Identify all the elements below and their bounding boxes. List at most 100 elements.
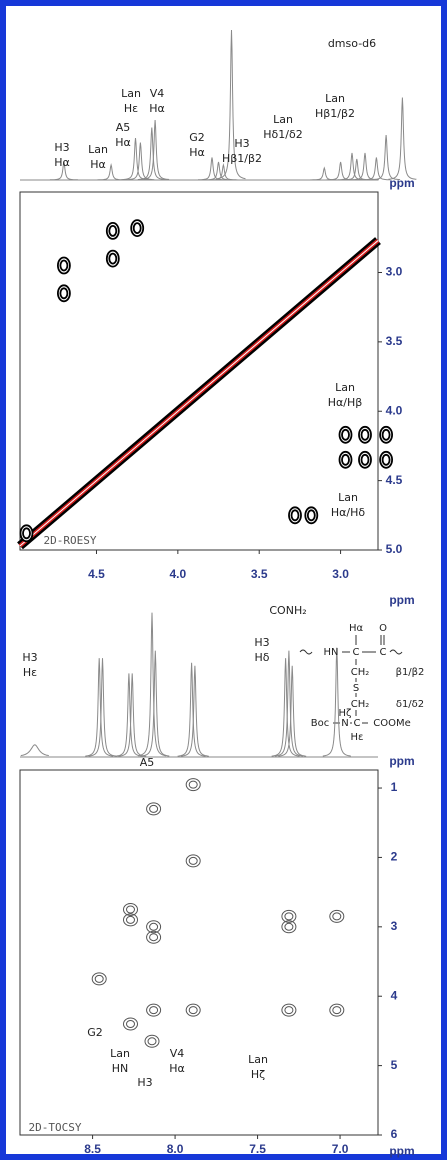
annotation: G2 bbox=[87, 1026, 103, 1039]
contour-ring bbox=[144, 1034, 160, 1048]
contour-ring bbox=[188, 856, 198, 865]
cross-peak bbox=[123, 1017, 138, 1031]
cross-peak bbox=[185, 1003, 201, 1017]
annotation: Hα bbox=[90, 158, 106, 171]
contour-ring bbox=[381, 453, 391, 466]
structure-label: δ1/δ2 bbox=[396, 699, 424, 710]
y-tick-label: 1 bbox=[391, 780, 398, 794]
cross-peak bbox=[146, 920, 162, 934]
spectrum-peak bbox=[274, 650, 303, 757]
structure-label: β1/β2 bbox=[396, 667, 425, 678]
annotation: Hα/Hβ bbox=[328, 396, 363, 409]
contour-ring bbox=[149, 933, 159, 942]
annotation: Hα bbox=[189, 146, 205, 159]
annotation: dmso-d6 bbox=[328, 37, 376, 50]
contour-ring bbox=[147, 1037, 157, 1046]
annotation: HN bbox=[112, 1062, 129, 1075]
spectrum-peak bbox=[217, 29, 246, 180]
spectrum-peak bbox=[141, 119, 170, 180]
annotation: Lan bbox=[110, 1047, 130, 1060]
spectrum-peak bbox=[141, 650, 170, 757]
annotation: Lan bbox=[273, 113, 293, 126]
structure-label: CH₂ bbox=[351, 667, 370, 678]
y-tick-label: 4.0 bbox=[386, 403, 403, 417]
y-tick-label: 6 bbox=[391, 1127, 398, 1141]
contour-ring bbox=[146, 1003, 162, 1017]
annotation: H3 bbox=[254, 636, 269, 649]
y-tick-label: 3.5 bbox=[386, 334, 403, 348]
spectrum-peak bbox=[177, 662, 206, 757]
y-tick-label: 3 bbox=[391, 919, 398, 933]
contour-ring bbox=[59, 287, 69, 300]
contour-ring bbox=[149, 804, 159, 813]
plot-frame bbox=[19, 191, 379, 551]
annotation: A5 bbox=[140, 756, 155, 769]
contour-ring bbox=[281, 920, 297, 934]
annotation: V4 bbox=[150, 87, 165, 100]
wavy-bond bbox=[299, 649, 313, 655]
annotation: 2D-TOCSY bbox=[29, 1121, 82, 1134]
annotation: Lan bbox=[88, 143, 108, 156]
contour-ring bbox=[185, 854, 201, 868]
cross-peak bbox=[338, 425, 353, 444]
cross-peak bbox=[91, 972, 107, 986]
spectrum-peak bbox=[137, 612, 167, 757]
diagonal-core bbox=[19, 240, 379, 547]
spectrum-peak bbox=[97, 163, 126, 181]
contour-ring bbox=[22, 527, 31, 540]
annotation: Lan bbox=[338, 491, 358, 504]
contour-ring bbox=[290, 509, 300, 522]
spectrum-peak bbox=[372, 134, 401, 181]
annotation: Hδ1/δ2 bbox=[263, 128, 302, 141]
structure-label: Boc bbox=[311, 718, 329, 729]
annotation: Lan bbox=[248, 1053, 268, 1066]
contour-ring bbox=[108, 252, 118, 265]
annotation: Hα bbox=[169, 1062, 185, 1075]
cross-peak bbox=[146, 930, 162, 944]
contour-ring bbox=[284, 922, 294, 931]
spectrum-peak bbox=[362, 157, 391, 181]
annotation: H3 bbox=[22, 651, 37, 664]
x-tick-label: 4.0 bbox=[170, 567, 187, 581]
x-tick-label: 3.0 bbox=[332, 567, 349, 581]
contour-ring bbox=[123, 913, 138, 927]
structure-label: C bbox=[354, 718, 361, 729]
spectrum-peak bbox=[126, 142, 155, 181]
axis-label: ppm bbox=[389, 1144, 414, 1158]
contour-ring bbox=[360, 428, 370, 441]
spectrum-peak bbox=[198, 157, 226, 181]
cross-peak bbox=[329, 909, 345, 923]
cross-peak bbox=[57, 256, 71, 275]
contour-ring bbox=[341, 428, 350, 441]
plot-frame bbox=[19, 769, 379, 1136]
contour-ring bbox=[94, 974, 104, 983]
spectrum-peak bbox=[88, 658, 117, 757]
annotation: Hα bbox=[115, 136, 131, 149]
contour-ring bbox=[381, 428, 391, 441]
cross-peak bbox=[329, 1003, 345, 1017]
annotation: Lan bbox=[121, 87, 141, 100]
contour-ring bbox=[123, 903, 138, 916]
contour-ring bbox=[341, 453, 350, 466]
spectrum-peak bbox=[85, 658, 114, 757]
structure-label: Hα bbox=[349, 623, 364, 634]
cross-peak bbox=[123, 913, 138, 927]
spectrum-peak bbox=[338, 152, 366, 181]
annotation: H3 bbox=[234, 137, 249, 150]
contour-ring bbox=[188, 1006, 198, 1015]
annotation: Hα bbox=[149, 102, 165, 115]
contour-ring bbox=[126, 1020, 135, 1028]
contour-ring bbox=[149, 1006, 159, 1015]
annotation: Lan bbox=[335, 381, 355, 394]
structure-label: HN bbox=[324, 647, 339, 658]
cross-peak bbox=[105, 221, 120, 240]
annotation: CONH₂ bbox=[269, 604, 306, 617]
y-tick-label: 2 bbox=[391, 850, 398, 864]
contour-ring bbox=[284, 912, 294, 921]
contour-ring bbox=[188, 780, 198, 789]
annotation: Lan bbox=[325, 92, 345, 105]
cross-peak bbox=[123, 903, 138, 916]
structure-label: C bbox=[353, 647, 360, 658]
